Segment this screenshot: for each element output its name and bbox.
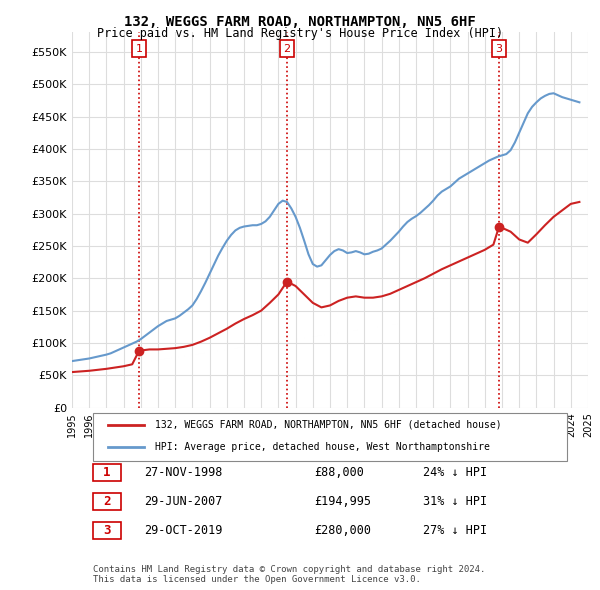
- Text: Contains HM Land Registry data © Crown copyright and database right 2024.
This d: Contains HM Land Registry data © Crown c…: [92, 565, 485, 584]
- Text: 24% ↓ HPI: 24% ↓ HPI: [423, 466, 487, 479]
- Text: Price paid vs. HM Land Registry's House Price Index (HPI): Price paid vs. HM Land Registry's House …: [97, 27, 503, 40]
- Text: HPI: Average price, detached house, West Northamptonshire: HPI: Average price, detached house, West…: [155, 442, 490, 452]
- Text: 3: 3: [496, 44, 503, 54]
- FancyBboxPatch shape: [92, 522, 121, 539]
- Text: 2: 2: [103, 495, 110, 508]
- Text: 29-JUN-2007: 29-JUN-2007: [144, 495, 223, 508]
- FancyBboxPatch shape: [92, 493, 121, 510]
- Text: 132, WEGGS FARM ROAD, NORTHAMPTON, NN5 6HF (detached house): 132, WEGGS FARM ROAD, NORTHAMPTON, NN5 6…: [155, 419, 501, 430]
- Text: 27-NOV-1998: 27-NOV-1998: [144, 466, 223, 479]
- Text: 31% ↓ HPI: 31% ↓ HPI: [423, 495, 487, 508]
- Text: 132, WEGGS FARM ROAD, NORTHAMPTON, NN5 6HF: 132, WEGGS FARM ROAD, NORTHAMPTON, NN5 6…: [124, 15, 476, 29]
- Text: 1: 1: [103, 466, 110, 479]
- Text: £280,000: £280,000: [314, 524, 371, 537]
- Text: £194,995: £194,995: [314, 495, 371, 508]
- Text: 27% ↓ HPI: 27% ↓ HPI: [423, 524, 487, 537]
- Text: £88,000: £88,000: [314, 466, 364, 479]
- Text: 3: 3: [103, 524, 110, 537]
- Text: 29-OCT-2019: 29-OCT-2019: [144, 524, 223, 537]
- FancyBboxPatch shape: [92, 464, 121, 481]
- Text: 1: 1: [136, 44, 143, 54]
- Text: 2: 2: [283, 44, 290, 54]
